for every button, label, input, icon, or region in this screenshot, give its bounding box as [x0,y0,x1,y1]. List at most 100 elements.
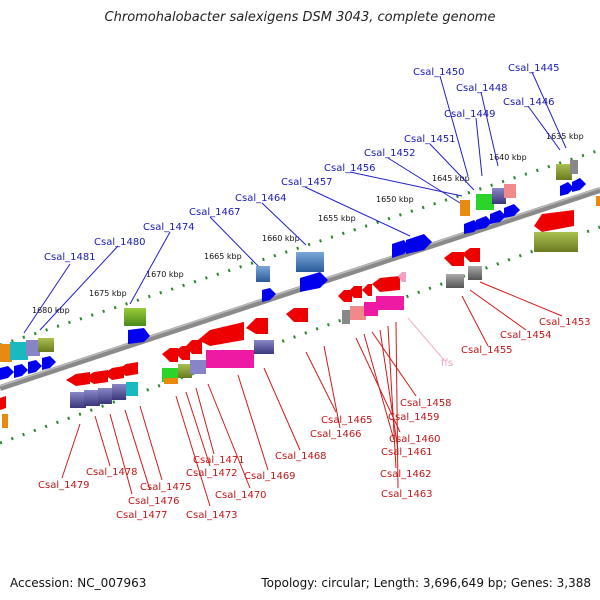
gene-arrow [560,182,574,196]
gene-label: Csal_1473 [186,510,238,521]
kbp-label: 1670 kbp [146,270,184,279]
top-connectors [23,71,567,334]
gene-arrow [84,370,108,384]
gene-label: Csal_1465 [321,415,373,426]
gene-label: Csal_1445 [508,63,560,74]
gene-box [126,382,138,396]
kbp-label: 1635 kbp [546,132,584,141]
ffs-connector [407,317,445,361]
gene-arrow [348,286,362,298]
gene-box [256,266,270,282]
accession-label: Accession: NC_007963 [10,576,147,590]
gene-arrow [476,216,492,230]
gene-arrow [572,178,586,192]
gene-label: Csal_1478 [86,467,138,478]
gene-arrow [462,248,480,262]
gene-arrow [0,366,14,380]
gene-label: Csal_1468 [275,451,327,462]
kbp-label: 1655 kbp [318,214,356,223]
gene-box [98,388,112,404]
gene-box [570,160,578,174]
gene-label: Csal_1454 [500,330,552,341]
gene-label: Csal_1450 [413,67,465,78]
gene-label: Csal_1470 [215,490,267,501]
gene-box [190,360,206,374]
page-title: Chromohalobacter salexigens DSM 3043, co… [104,10,496,25]
gene-arrow [398,272,406,282]
gene-arrow [392,240,410,258]
gene-label: Csal_1455 [461,345,513,356]
gene-label: Csal_1472 [186,468,238,479]
gene-box [124,308,146,326]
kbp-label: 1680 kbp [32,306,70,315]
gene-arrow [300,272,328,292]
forward-strand-genes [0,160,600,380]
gene-label: Csal_1457 [281,177,333,188]
kbp-label: 1640 kbp [489,153,527,162]
gene-arrow [28,360,42,374]
gene-arrow [118,362,138,376]
gene-label: Csal_1477 [116,510,168,521]
gene-arrow [174,346,190,360]
gene-label: Csal_1456 [324,163,376,174]
gene-label: Csal_1459 [388,412,440,423]
gene-arrow [162,348,178,362]
top-gene-labels: Csal_1481 Csal_1480 Csal_1474 Csal_1467 … [44,63,560,263]
reverse-strand-genes [0,210,578,428]
gene-box [296,252,324,272]
gene-box [460,200,470,216]
bottom-gene-labels: Csal_1479 Csal_1478 Csal_1477 Csal_1476 … [38,317,591,521]
gene-box [492,188,506,204]
gene-box [164,378,178,384]
gene-box [350,306,366,320]
gene-arrow [0,396,6,410]
gene-label: Csal_1458 [400,398,452,409]
gene-label: Csal_1451 [404,134,456,145]
gene-box [446,274,464,288]
gene-label: Csal_1446 [503,97,555,108]
bottom-connectors [61,281,563,507]
kbp-label: 1650 kbp [376,195,414,204]
gene-label: Csal_1480 [94,237,146,248]
gene-box [376,296,404,310]
gene-arrow [504,204,520,218]
gene-arrow [246,318,268,334]
gene-label: Csal_1464 [235,193,287,204]
gene-arrow [406,234,432,254]
gene-arrow [262,288,276,302]
gene-box [84,390,100,406]
gene-label: Csal_1466 [310,429,362,440]
gene-box [364,302,378,316]
gene-arrow [444,252,464,266]
gene-box [254,340,274,354]
gene-label: Csal_1463 [381,489,433,500]
rna-label: ffs [441,358,453,369]
gene-box [534,232,578,252]
gene-box [556,164,572,180]
gene-arrow [372,276,400,292]
gene-arrow [66,372,90,386]
gene-label: Csal_1475 [140,482,192,493]
gene-box [26,340,40,356]
gene-box [10,342,28,360]
kbp-scale: 1680 kbp 1675 kbp 1670 kbp 1665 kbp 1660… [32,132,584,315]
gene-label: Csal_1469 [244,471,296,482]
kbp-label: 1645 kbp [432,174,470,183]
gene-box [38,338,54,352]
gene-arrow [338,290,352,302]
gene-arrow [286,308,308,322]
gene-arrow [42,356,56,370]
gene-label: Csal_1453 [539,317,591,328]
gene-box [70,392,86,408]
gene-label: Csal_1474 [143,222,195,233]
gene-label: Csal_1476 [128,496,180,507]
gene-arrow [14,364,28,378]
gene-label: Csal_1460 [389,434,441,445]
gene-box [0,344,12,362]
gene-box [596,196,600,206]
gene-label: Csal_1479 [38,480,90,491]
gene-label: Csal_1467 [189,207,241,218]
gene-box [504,184,516,198]
gene-label: Csal_1448 [456,83,508,94]
